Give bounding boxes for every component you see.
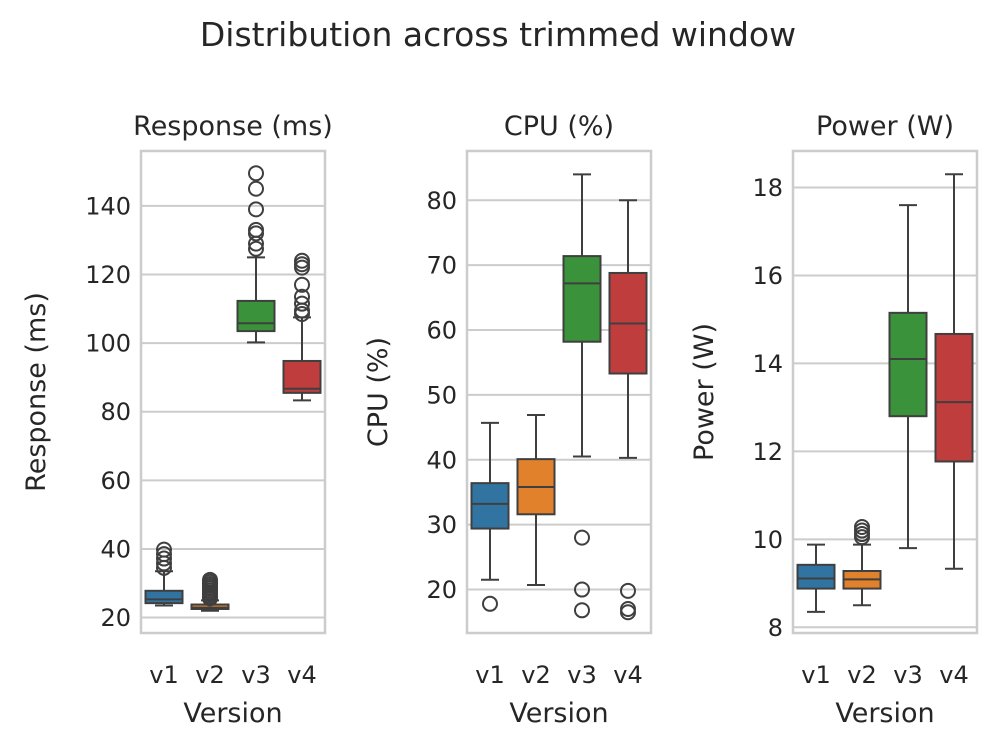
outlier-point: [482, 595, 498, 612]
x-tick-label: v1: [801, 661, 830, 689]
y-tick-label: 50: [426, 381, 457, 409]
box-v1: [470, 421, 510, 612]
outlier-point: [248, 221, 264, 238]
outlier-point: [574, 581, 590, 598]
panel-title: Response (ms): [133, 111, 333, 142]
y-tick-label: 20: [426, 576, 457, 604]
y-tick-label: 80: [426, 187, 457, 215]
x-axis-label: Version: [835, 698, 934, 729]
outlier-point: [574, 602, 590, 619]
outlier-point: [294, 288, 310, 305]
iqr-box: [796, 563, 836, 590]
iqr-box: [562, 255, 602, 343]
outlier-point: [248, 201, 264, 218]
panel-1: 20 40 60 80 100 120 140 v1 v2 v3 v4 Response (ms) Ve…: [21, 111, 333, 729]
outlier-point: [202, 571, 218, 588]
figure-title: Distribution across trimmed window: [200, 15, 796, 54]
x-tick-label: v1: [475, 661, 504, 689]
y-tick-label: 40: [100, 535, 131, 563]
y-tick-label: 140: [85, 192, 131, 220]
y-tick-label: 16: [752, 262, 783, 290]
y-tick-label: 8: [768, 614, 783, 642]
box-v3: [888, 204, 928, 550]
box-v2: [190, 571, 230, 612]
y-axis-label: Power (W): [689, 323, 720, 461]
iqr-box: [144, 589, 184, 605]
outlier-point: [620, 600, 636, 617]
x-axis-label: Version: [509, 698, 608, 729]
y-axis-label: CPU (%): [363, 337, 394, 447]
iqr-box: [934, 332, 974, 463]
outlier-point: [156, 546, 172, 563]
y-tick-label: 60: [426, 317, 457, 345]
x-tick-label: v4: [287, 661, 316, 689]
x-axis-label: Version: [183, 698, 282, 729]
box-v2: [842, 519, 882, 607]
panel-3: 8 10 12 14 16 18 v1 v2 v3 v4 Power (W) Version Power…: [689, 111, 979, 729]
x-tick-label: v2: [521, 661, 550, 689]
x-tick-label: v3: [567, 661, 596, 689]
iqr-box: [282, 359, 322, 394]
plot-frame: [465, 149, 653, 635]
x-tick-label: v2: [847, 661, 876, 689]
box-v1: [144, 541, 184, 607]
y-tick-label: 10: [752, 526, 783, 554]
iqr-box: [888, 311, 928, 418]
y-axis-label: Response (ms): [21, 292, 52, 492]
box-v4: [608, 199, 648, 621]
box-v3: [562, 173, 602, 619]
outlier-point: [248, 225, 264, 242]
panel-title: CPU (%): [504, 111, 614, 142]
y-tick-label: 14: [752, 350, 783, 378]
outlier-point: [156, 541, 172, 558]
outlier-point: [294, 276, 310, 293]
box-v1: [796, 543, 836, 613]
x-tick-label: v2: [195, 661, 224, 689]
box-v4: [934, 173, 974, 570]
outlier-point: [574, 529, 590, 546]
x-tick-label: v3: [241, 661, 270, 689]
outlier-point: [854, 519, 870, 536]
y-tick-label: 40: [426, 446, 457, 474]
iqr-box: [470, 482, 510, 530]
y-tick-label: 60: [100, 467, 131, 495]
x-tick-label: v4: [939, 661, 968, 689]
y-tick-label: 30: [426, 511, 457, 539]
y-tick-label: 100: [85, 330, 131, 358]
x-tick-label: v3: [893, 661, 922, 689]
iqr-box: [236, 299, 276, 333]
x-tick-label: v4: [613, 661, 642, 689]
outlier-point: [248, 180, 264, 197]
outlier-point: [620, 582, 636, 599]
y-tick-label: 20: [100, 604, 131, 632]
plot-frame: [791, 149, 979, 635]
y-tick-label: 70: [426, 252, 457, 280]
outlier-point: [294, 256, 310, 273]
y-tick-label: 80: [100, 398, 131, 426]
outlier-point: [156, 550, 172, 567]
x-tick-label: v1: [149, 661, 178, 689]
outlier-point: [294, 252, 310, 269]
y-tick-label: 120: [85, 261, 131, 289]
outlier-point: [620, 604, 636, 621]
box-v2: [516, 414, 556, 586]
panel-title: Power (W): [816, 111, 954, 142]
outlier-point: [294, 295, 310, 312]
box-v4: [282, 252, 322, 402]
outlier-point: [248, 240, 264, 257]
y-tick-label: 18: [752, 174, 783, 202]
panel-2: 20 30 40 50 60 70 80 v1 v2 v3 v4 CPU (%) Version CPU …: [363, 111, 653, 729]
outlier-point: [248, 165, 264, 182]
y-tick-label: 12: [752, 438, 783, 466]
plot-frame: [139, 149, 327, 635]
box-v3: [236, 165, 276, 344]
